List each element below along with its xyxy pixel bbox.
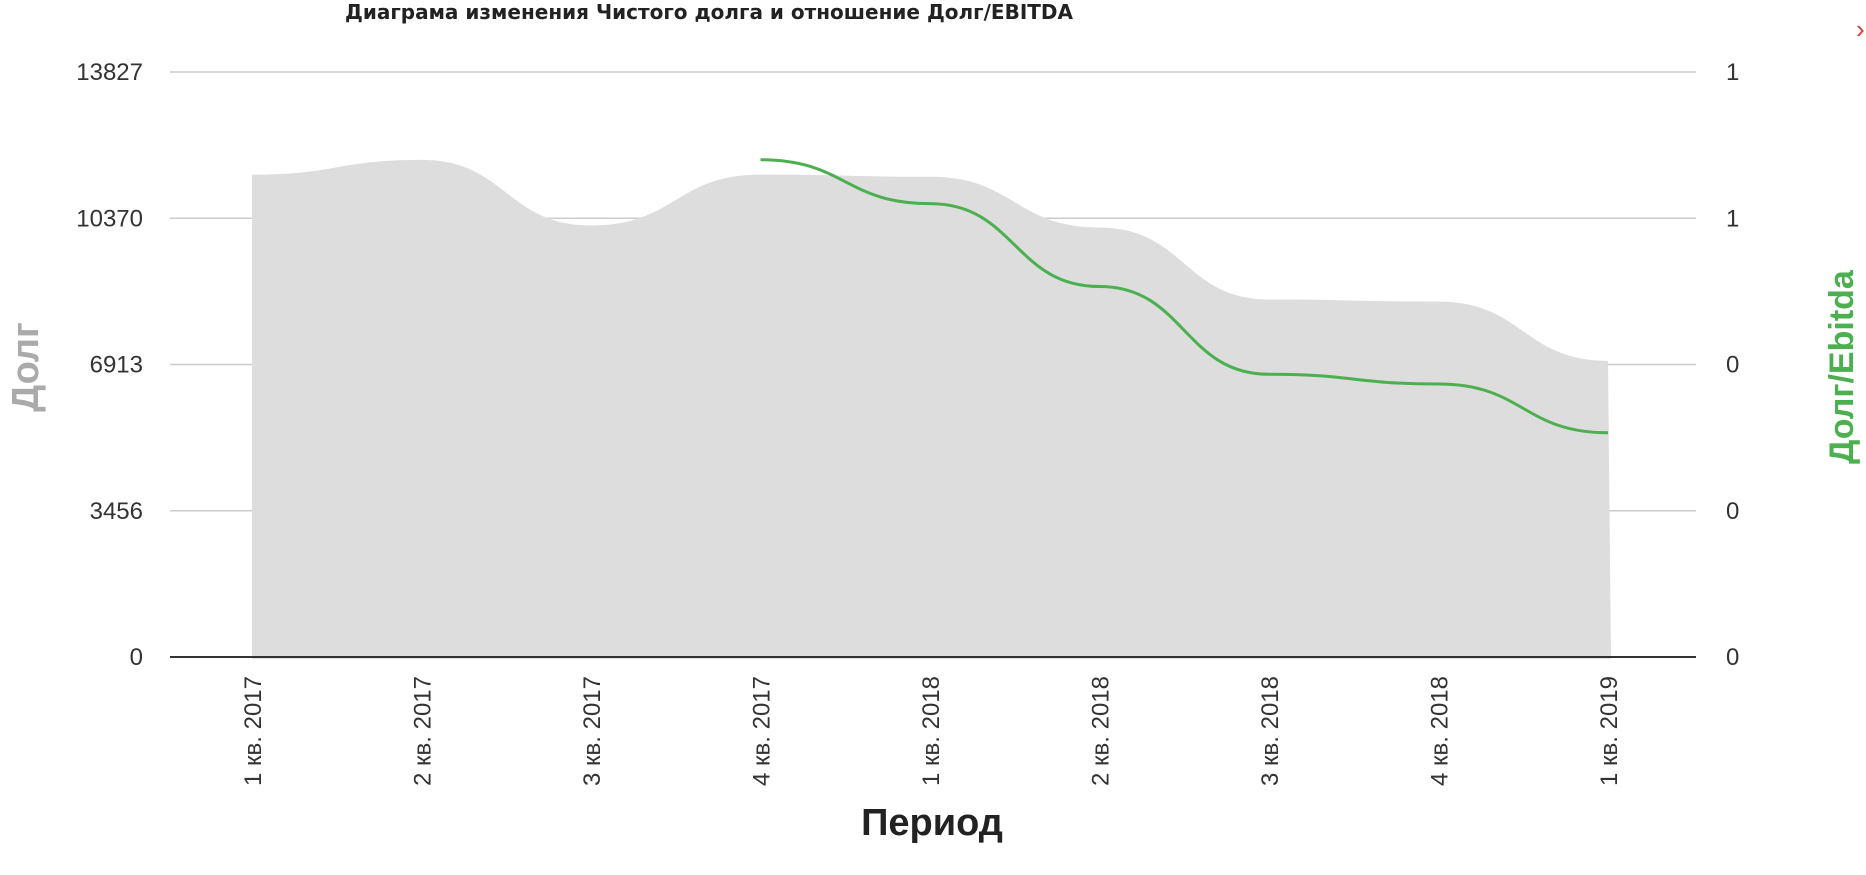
y-tick-label-left: 3456 xyxy=(90,498,143,525)
y-axis-right-label: Долг/Ebitda xyxy=(1823,269,1861,464)
y-tick-label-right: 0 xyxy=(1726,498,1739,525)
x-tick-label: 4 кв. 2018 xyxy=(1427,676,1454,786)
x-tick-label: 3 кв. 2018 xyxy=(1257,676,1284,786)
chart-title: Диаграма изменения Чистого долга и отнош… xyxy=(345,0,1074,24)
y-tick-label-left: 6913 xyxy=(90,352,143,379)
x-tick-label: 1 кв. 2018 xyxy=(918,676,945,786)
x-axis-label: Период xyxy=(861,802,1003,844)
y-tick-label-right: 0 xyxy=(1726,644,1739,671)
debt-ebitda-line xyxy=(760,158,1609,435)
y-axis-left-ticks: 0 3456 6913 10370 13827 xyxy=(76,59,143,671)
y-tick-label-left: 13827 xyxy=(76,59,143,86)
y-tick-label-right: 0 xyxy=(1726,352,1739,379)
debt-area xyxy=(252,159,1611,659)
y-axis-left-label: Долг xyxy=(5,322,47,412)
x-tick-label: 1 кв. 2019 xyxy=(1596,676,1623,786)
x-tick-label: 1 кв. 2017 xyxy=(240,676,267,786)
y-tick-label-right: 1 xyxy=(1726,59,1739,86)
debt-area-series xyxy=(252,159,1611,659)
y-tick-label-left: 0 xyxy=(130,644,143,671)
close-icon[interactable]: › xyxy=(1856,14,1865,44)
x-axis-ticks: 1 кв. 2017 2 кв. 2017 3 кв. 2017 4 кв. 2017… xyxy=(240,676,1623,786)
x-tick-label: 3 кв. 2017 xyxy=(579,676,606,786)
y-tick-label-left: 10370 xyxy=(76,205,143,232)
x-tick-label: 2 кв. 2017 xyxy=(410,676,437,786)
x-tick-label: 2 кв. 2018 xyxy=(1088,676,1115,786)
y-tick-label-right: 1 xyxy=(1726,205,1739,232)
y-axis-right-ticks: 0 0 0 1 1 xyxy=(1726,59,1739,671)
x-tick-label: 4 кв. 2017 xyxy=(749,676,776,786)
debt-ebitda-line-series xyxy=(760,158,1609,435)
